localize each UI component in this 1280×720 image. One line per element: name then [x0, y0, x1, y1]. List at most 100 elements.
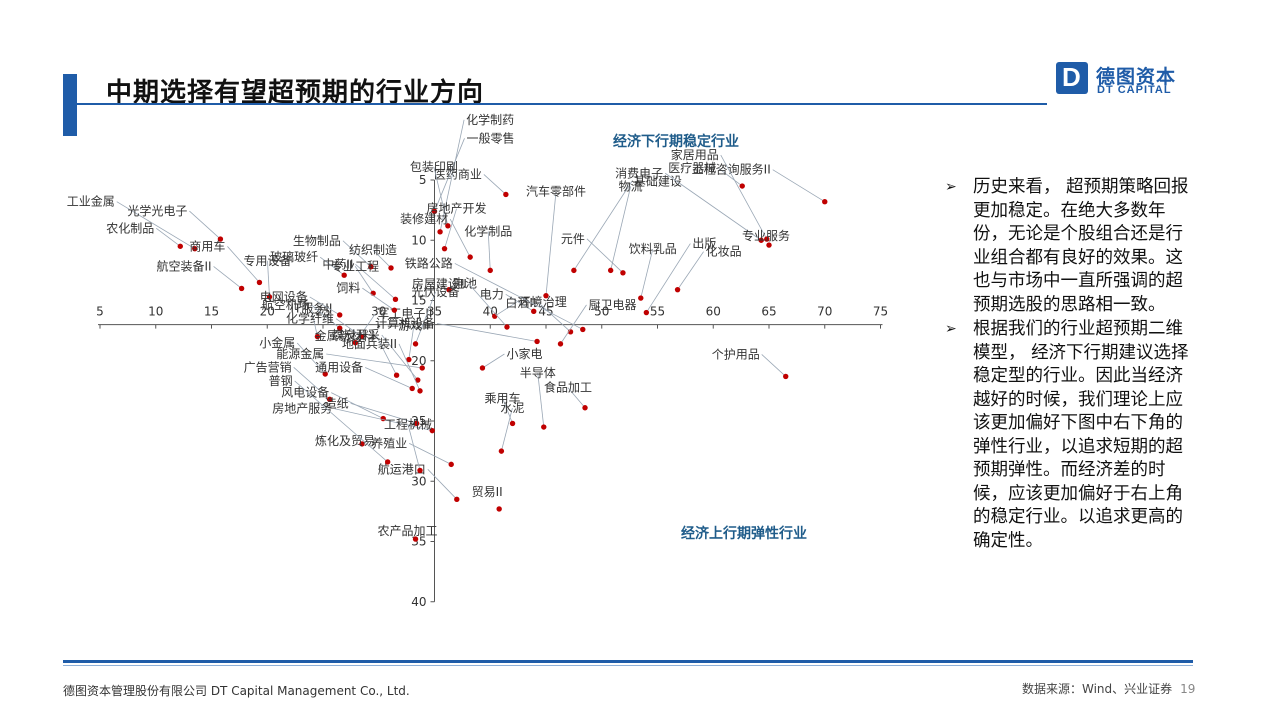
leader-line	[677, 251, 704, 290]
leader-line	[350, 403, 417, 424]
data-point	[341, 272, 347, 278]
leader-line	[567, 387, 586, 409]
data-point	[467, 254, 473, 260]
point-label: 金属新材料	[315, 328, 375, 343]
leader-line	[538, 302, 571, 333]
data-point	[326, 396, 333, 403]
point-label: 通用设备	[315, 360, 363, 374]
data-point	[822, 198, 828, 205]
point-label: 房地产开发	[427, 201, 487, 216]
bullet-item: ➢ 历史来看， 超预期策略回报更加稳定。在绝大多数年份，无论是个股组合还是行业组…	[945, 176, 1195, 317]
data-point	[509, 420, 516, 427]
leader-line	[335, 318, 363, 337]
point-label: 元件	[561, 232, 585, 246]
point-label: 炼化及贸易	[315, 433, 375, 448]
point-label: 饮料乳品	[629, 242, 677, 256]
company-logo: D 德图资本 DT CAPITAL	[1056, 62, 1226, 102]
leader-line	[409, 443, 452, 465]
bullet-list: ➢ 历史来看， 超预期策略回报更加稳定。在绝大多数年份，无论是个股组合还是行业组…	[945, 176, 1195, 554]
data-point	[531, 308, 537, 315]
leader-line	[326, 353, 423, 369]
leader-line	[427, 469, 458, 500]
data-point	[607, 267, 614, 274]
x-tick-label: 5	[96, 305, 104, 319]
leader-line	[468, 283, 508, 328]
data-point	[412, 536, 419, 542]
y-tick-label: 5	[419, 173, 427, 187]
y-tick-label: 10	[411, 233, 426, 247]
data-point	[391, 307, 398, 313]
y-tick-label: 40	[411, 595, 426, 609]
data-point	[764, 236, 770, 242]
leader-line	[434, 138, 465, 212]
y-tick-label: 15	[411, 294, 426, 308]
data-point	[492, 313, 498, 319]
leader-line	[116, 201, 195, 250]
point-label: 小家电	[506, 346, 542, 361]
point-label: 商用车	[189, 238, 225, 253]
data-point	[437, 229, 443, 235]
point-label: 专业工程	[331, 258, 379, 273]
logo-name-en: DT CAPITAL	[1097, 84, 1172, 96]
leader-line	[309, 296, 340, 316]
leader-line	[772, 169, 825, 203]
data-point	[445, 223, 451, 229]
point-label: 化学纤维	[286, 311, 334, 326]
point-label: 纺织制造	[349, 243, 397, 257]
data-point	[758, 237, 764, 243]
title-underline	[77, 103, 1047, 105]
quadrant-label-top: 经济下行期稳定行业	[613, 133, 739, 150]
data-point	[503, 191, 509, 198]
point-label: 航运港口	[378, 461, 426, 476]
y-tick-label: 20	[411, 354, 426, 368]
arrow-bullet-icon: ➢	[945, 321, 957, 337]
leader-line	[437, 323, 538, 342]
leader-line	[407, 424, 421, 471]
point-label: 个护用品	[712, 347, 760, 361]
point-label: 风电设备	[281, 386, 329, 400]
point-label: 电力	[480, 287, 504, 301]
point-label: 普钢	[269, 374, 293, 388]
point-label: 煤炭开采	[332, 328, 380, 342]
bullet-text: 根据我们的行业超预期二维模型， 经济下行期建议选择稳定型的行业。因此当经济越好的…	[973, 319, 1189, 551]
source-text: 数据来源：Wind、兴业证券	[1022, 682, 1173, 696]
leader-line	[156, 227, 181, 247]
leader-line	[761, 354, 786, 377]
data-point	[446, 286, 452, 293]
data-point	[739, 183, 745, 189]
leader-line	[439, 119, 465, 232]
data-point	[359, 333, 365, 340]
leader-line	[664, 172, 762, 241]
point-label: 汽车零部件	[526, 184, 586, 199]
point-label: 水泥	[500, 401, 524, 415]
leader-line	[294, 380, 388, 463]
leader-line	[267, 260, 270, 297]
bullet-item: ➢ 根据我们的行业超预期二维模型， 经济下行期建议选择稳定型的行业。因此当经济越…	[945, 318, 1195, 553]
point-label: 化妆品	[706, 245, 742, 259]
point-label: 生物制品	[293, 234, 341, 248]
point-label: 白酒II	[505, 295, 536, 310]
point-label: 中药II	[322, 256, 353, 271]
leader-line	[355, 313, 376, 343]
point-label: 工业金属	[67, 194, 115, 209]
data-point	[368, 264, 374, 270]
point-label: 包装印刷	[410, 160, 458, 174]
data-point	[479, 365, 486, 371]
data-point	[620, 270, 626, 276]
data-point	[766, 242, 772, 248]
leader-line	[376, 336, 397, 376]
point-label: 工程机械	[384, 416, 432, 431]
leader-line	[415, 291, 436, 345]
leader-line	[189, 210, 221, 240]
leader-line	[646, 243, 691, 313]
x-tick-label: 55	[650, 305, 665, 319]
point-label: 医疗器械	[668, 160, 716, 175]
leader-line	[720, 154, 768, 240]
footer-source: 数据来源：Wind、兴业证券 19	[1022, 680, 1195, 697]
point-label: 房地产服务	[272, 401, 332, 416]
logo-mark-icon: D	[1056, 62, 1088, 94]
point-label: 光伏设备	[412, 285, 460, 299]
x-tick-label: 50	[594, 305, 609, 319]
data-point	[534, 338, 540, 345]
leader-line	[372, 249, 392, 269]
